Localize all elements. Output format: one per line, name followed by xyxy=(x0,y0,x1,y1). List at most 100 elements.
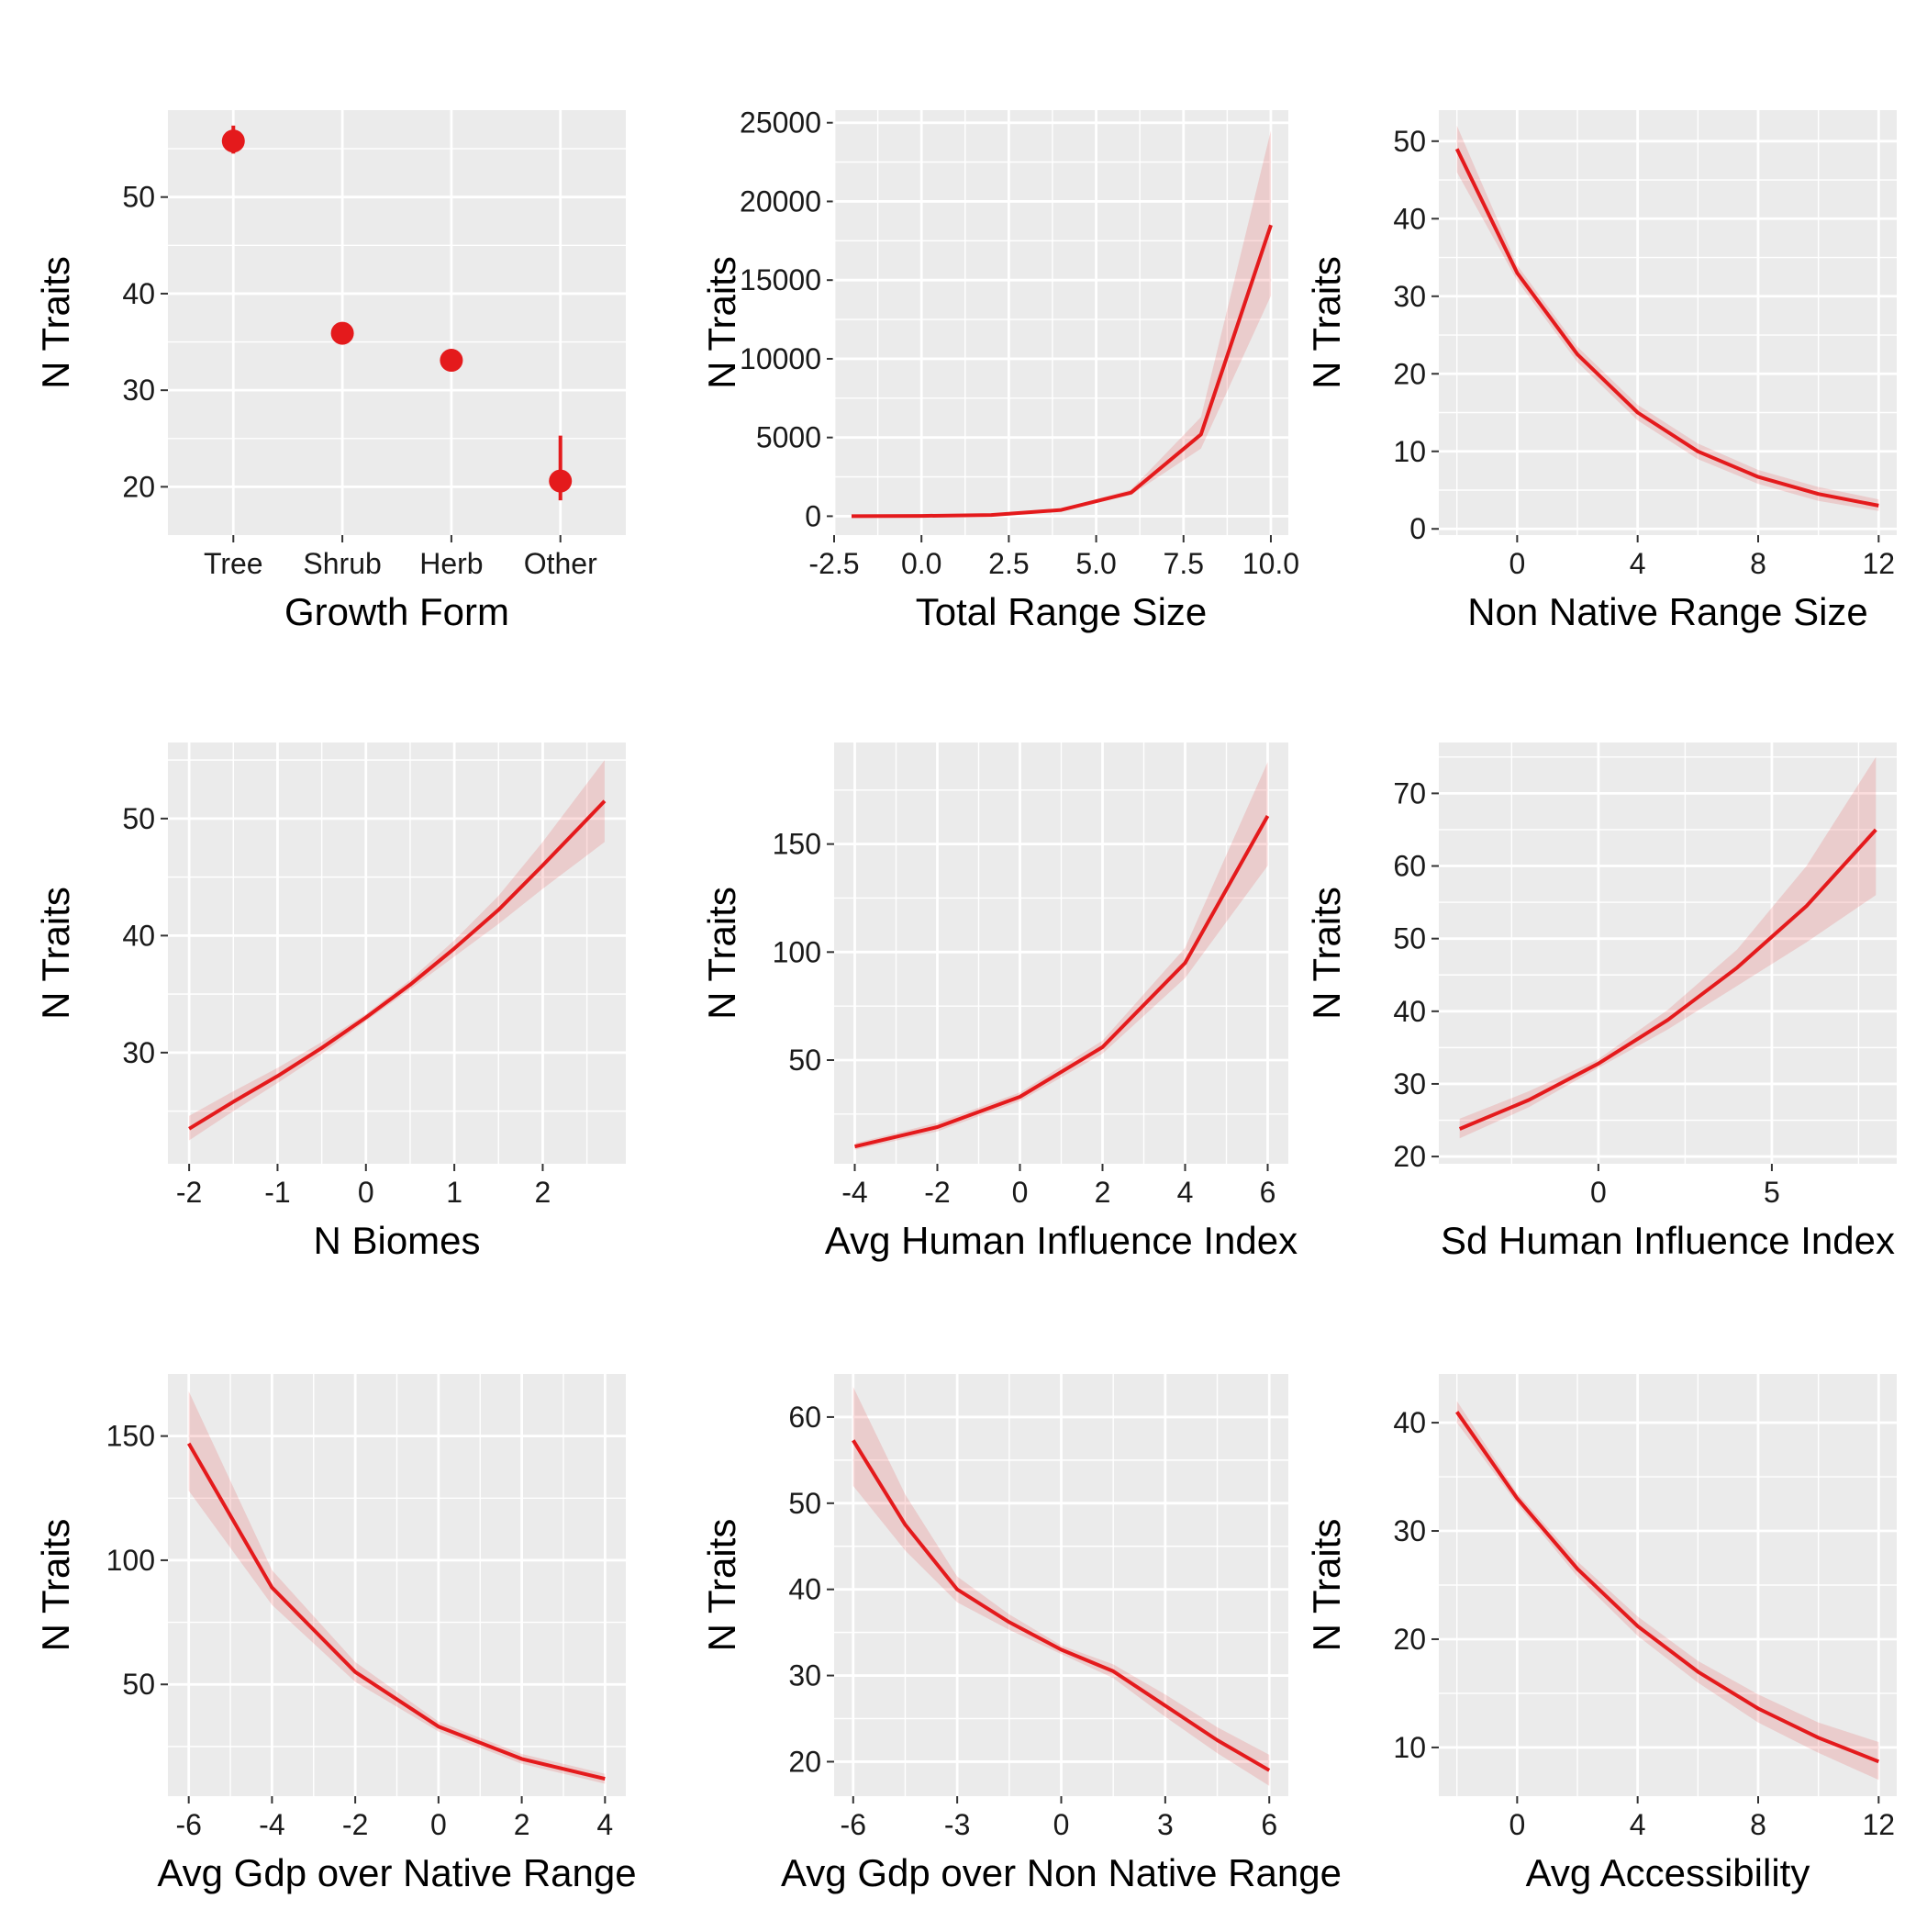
x-tick-label: -1 xyxy=(264,1176,290,1209)
y-tick-label: 30 xyxy=(122,1036,155,1069)
x-axis-title: Avg Gdp over Non Native Range xyxy=(781,1851,1342,1894)
y-tick-label: 30 xyxy=(122,374,155,407)
y-tick-label: 50 xyxy=(122,802,155,835)
y-tick-label: 150 xyxy=(773,828,821,861)
y-tick-label: 20000 xyxy=(740,184,821,218)
x-tick-label: 10.0 xyxy=(1242,547,1299,580)
x-axis-title: Avg Accessibility xyxy=(1526,1851,1810,1894)
x-axis-title: Avg Human Influence Index xyxy=(825,1219,1298,1262)
panel-background xyxy=(1439,743,1897,1164)
y-tick-label: 10 xyxy=(1393,435,1426,468)
y-tick-label: 30 xyxy=(1393,280,1426,313)
x-tick-label: -2 xyxy=(342,1808,368,1841)
x-tick-label: 2.5 xyxy=(988,547,1029,580)
chart-panel-1: 20 30 40 50 Tree Shrub Herb Other Growth Form N T… xyxy=(34,110,626,633)
confidence-ribbon xyxy=(1459,756,1877,1139)
x-tick-label: 2 xyxy=(535,1176,551,1209)
x-tick-label: 5 xyxy=(1764,1176,1780,1209)
x-tick-label: Tree xyxy=(204,547,263,580)
x-tick-label: 6 xyxy=(1261,1808,1277,1841)
y-axis-title: N Traits xyxy=(700,256,743,389)
y-tick-label: 40 xyxy=(788,1573,821,1606)
x-tick-label: -4 xyxy=(841,1176,867,1209)
x-tick-label: 4 xyxy=(596,1808,613,1841)
x-axis-title: N Biomes xyxy=(313,1219,480,1262)
y-tick-label: 30 xyxy=(788,1659,821,1692)
y-tick-label: 40 xyxy=(122,277,155,310)
x-tick-label: -4 xyxy=(259,1808,284,1841)
x-tick-label: 1 xyxy=(446,1176,462,1209)
x-tick-label: 12 xyxy=(1863,1808,1896,1841)
x-tick-label: 8 xyxy=(1750,1808,1766,1841)
y-tick-label: 5000 xyxy=(756,421,821,454)
y-tick-label: 40 xyxy=(1393,202,1426,235)
y-axis-title: N Traits xyxy=(1305,887,1348,1020)
chart-panel-3: 0 10 20 30 40 50 0 4 8 12 Non Native Range Size N T… xyxy=(1305,110,1897,633)
y-axis-title: N Traits xyxy=(1305,256,1348,389)
y-tick-label: 20 xyxy=(122,470,155,503)
x-tick-label: 4 xyxy=(1177,1176,1194,1209)
x-tick-label: 0 xyxy=(1053,1808,1070,1841)
x-axis-title: Growth Form xyxy=(284,590,509,633)
x-tick-label: -2 xyxy=(176,1176,202,1209)
y-axis-title: N Traits xyxy=(700,1519,743,1652)
y-tick-label: 60 xyxy=(788,1401,821,1434)
x-tick-label: Herb xyxy=(419,547,483,580)
trend-line xyxy=(1455,1411,1880,1764)
x-tick-label: Other xyxy=(524,547,597,580)
trend-line xyxy=(851,224,1273,519)
y-axis-title: N Traits xyxy=(34,1519,77,1652)
y-tick-label: 70 xyxy=(1393,776,1426,810)
x-axis-title: Non Native Range Size xyxy=(1467,590,1868,633)
x-tick-label: 6 xyxy=(1260,1176,1276,1209)
chart-panel-9: 10 20 30 40 0 4 8 12 Avg Accessibility N Traits xyxy=(1305,1374,1897,1894)
x-tick-label: 3 xyxy=(1157,1808,1174,1841)
x-axis-title: Sd Human Influence Index xyxy=(1441,1219,1895,1262)
x-tick-label: 4 xyxy=(1630,1808,1646,1841)
x-tick-label: 0.0 xyxy=(901,547,941,580)
x-tick-label: 12 xyxy=(1863,547,1896,580)
x-tick-label: 0 xyxy=(1509,547,1525,580)
chart-panel-5: 50 100 150 -4 -2 0 2 4 6 Avg Human Influence Inde… xyxy=(700,743,1298,1262)
chart-panel-2: 0 5000 10000 15000 20000 25000 -2.5 0.0 2.5 5.0 7.… xyxy=(700,106,1299,633)
trend-line xyxy=(188,799,607,1131)
x-tick-label: 7.5 xyxy=(1164,547,1204,580)
y-axis-title: N Traits xyxy=(1305,1519,1348,1652)
data-point xyxy=(440,349,463,373)
y-tick-label: 40 xyxy=(122,919,155,952)
y-tick-label: 150 xyxy=(106,1420,155,1453)
x-tick-label: -2.5 xyxy=(808,547,859,580)
trend-line xyxy=(186,1442,606,1781)
x-tick-label: 2 xyxy=(514,1808,530,1841)
trend-line xyxy=(852,1439,1271,1772)
trend-line xyxy=(854,815,1270,1149)
x-tick-label: 5.0 xyxy=(1075,547,1116,580)
x-tick-label: 0 xyxy=(358,1176,374,1209)
data-point xyxy=(549,469,573,493)
trend-line xyxy=(1458,828,1877,1131)
x-tick-label: -6 xyxy=(175,1808,201,1841)
trend-line xyxy=(1454,148,1879,508)
chart-panel-7: 50 100 150 -6 -4 -2 0 2 4 Avg Gdp over Native Ran… xyxy=(34,1374,637,1894)
y-tick-label: 50 xyxy=(1393,125,1426,158)
x-tick-label: 8 xyxy=(1750,547,1766,580)
x-tick-label: Shrub xyxy=(303,547,381,580)
y-tick-label: 20 xyxy=(1393,357,1426,390)
panel-background xyxy=(834,110,1288,535)
x-axis-title: Total Range Size xyxy=(916,590,1208,633)
x-tick-label: -2 xyxy=(924,1176,950,1209)
y-tick-label: 60 xyxy=(1393,850,1426,883)
data-point xyxy=(221,129,245,153)
y-tick-label: 50 xyxy=(122,1668,155,1701)
x-tick-label: 4 xyxy=(1630,547,1646,580)
y-axis-title: N Traits xyxy=(700,887,743,1020)
y-tick-label: 30 xyxy=(1393,1067,1426,1100)
x-tick-label: 0 xyxy=(430,1808,447,1841)
y-tick-label: 20 xyxy=(788,1745,821,1778)
y-axis-title: N Traits xyxy=(34,887,77,1020)
y-tick-label: 0 xyxy=(1409,512,1426,545)
x-tick-label: 0 xyxy=(1509,1808,1525,1841)
chart-panel-6: 20 30 40 50 60 70 0 5 Sd Human Influence Index N … xyxy=(1305,743,1897,1262)
